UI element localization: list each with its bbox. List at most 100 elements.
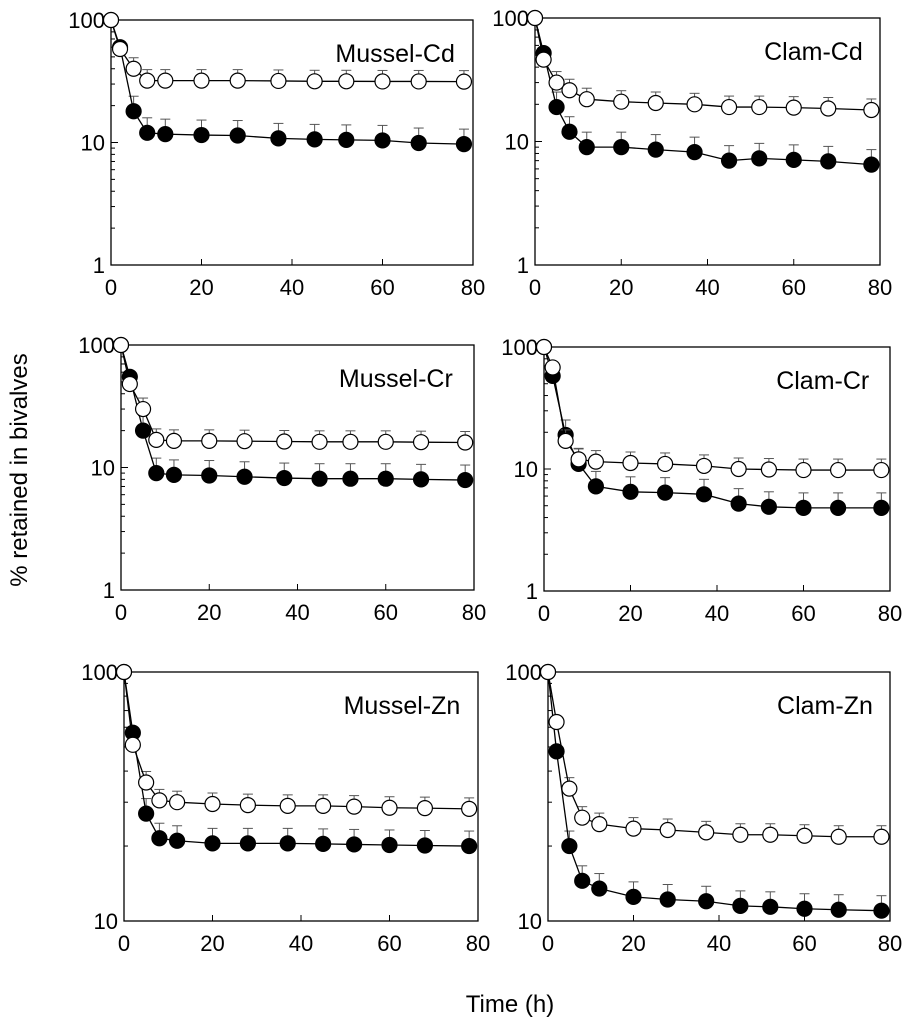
x-tick-label: 60 — [374, 600, 398, 625]
x-tick-label: 0 — [538, 601, 550, 626]
open-circle-point — [695, 457, 713, 475]
open-circle-point — [193, 72, 210, 89]
open-circle-point — [796, 827, 813, 844]
filled-circle-point — [412, 471, 430, 488]
panel-title: Clam-Cd — [764, 38, 863, 66]
open-circle-point — [785, 99, 802, 116]
filled-circle-point — [315, 835, 332, 853]
y-tick-label: 100 — [68, 8, 105, 33]
x-tick-label: 80 — [878, 931, 902, 956]
filled-circle-point — [561, 123, 578, 140]
open-circle-point — [830, 828, 847, 845]
filled-circle-point — [139, 124, 156, 141]
open-circle-point — [416, 800, 433, 817]
open-circle-point — [587, 453, 605, 470]
x-tick-label: 80 — [462, 600, 486, 625]
open-circle-point — [455, 73, 473, 90]
filled-circle-point — [796, 900, 813, 917]
open-circle-point — [236, 433, 253, 450]
open-circle-point — [412, 434, 430, 451]
filled-circle-point — [338, 131, 355, 149]
filled-circle-point — [751, 150, 768, 167]
open-circle-point — [276, 433, 293, 450]
filled-circle-point — [863, 156, 880, 173]
x-tick-label: 80 — [878, 601, 902, 626]
filled-circle-point — [574, 872, 591, 889]
filled-circle-point — [732, 897, 749, 914]
panel-title: Clam-Cr — [776, 367, 869, 395]
filled-circle-point — [457, 471, 474, 489]
chart-panel: 1 10 100 0 20 40 60 80 Mussel-Cd — [68, 8, 485, 300]
open-circle-point — [121, 375, 138, 393]
y-tick-label: 100 — [505, 660, 542, 685]
open-circle-point — [574, 809, 591, 826]
x-tick-label: 40 — [707, 931, 731, 956]
filled-circle-point — [236, 468, 253, 485]
open-circle-point — [622, 454, 639, 472]
open-circle-point — [311, 433, 328, 450]
open-circle-point — [410, 73, 427, 90]
filled-circle-point — [578, 139, 595, 156]
x-tick-label: 0 — [115, 600, 127, 625]
open-circle-point — [570, 451, 587, 468]
filled-circle-point — [342, 470, 359, 487]
open-circle-point — [544, 359, 561, 376]
filled-circle-point — [416, 837, 433, 854]
filled-circle-point — [276, 469, 293, 487]
open-circle-point — [148, 431, 165, 448]
x-tick-label: 60 — [377, 931, 401, 956]
open-circle-point — [270, 72, 287, 90]
y-axis-title: % retained in bivalves — [6, 353, 33, 586]
filled-circle-point — [410, 134, 427, 152]
filled-circle-point — [374, 132, 391, 149]
filled-circle-point — [548, 743, 565, 760]
open-circle-point — [457, 434, 474, 451]
x-tick-label: 40 — [280, 275, 304, 300]
y-tick-label: 10 — [518, 909, 542, 934]
open-circle-point — [873, 828, 890, 845]
open-circle-point — [686, 96, 703, 113]
x-tick-label: 0 — [529, 275, 541, 300]
open-circle-point — [647, 94, 664, 112]
y-tick-label: 100 — [492, 6, 529, 31]
chart-panel: 1 10 100 0 20 40 60 80 Clam-Cd — [492, 6, 892, 300]
filled-circle-point — [760, 498, 778, 515]
filled-circle-point — [125, 103, 142, 120]
filled-circle-point — [148, 465, 165, 482]
open-circle-point — [659, 821, 676, 839]
filled-circle-point — [165, 466, 183, 484]
x-tick-label: 80 — [466, 931, 490, 956]
filled-circle-point — [270, 130, 287, 147]
open-circle-point — [229, 72, 246, 89]
y-tick-label: 1 — [103, 578, 115, 603]
open-circle-point — [561, 82, 578, 99]
open-circle-point — [346, 798, 363, 815]
chart-panel: 1 10 100 0 20 40 60 80 Mussel-Cr — [78, 333, 486, 625]
filled-circle-point — [377, 470, 394, 487]
y-tick-label: 10 — [81, 131, 105, 156]
x-tick-label: 20 — [200, 931, 224, 956]
x-tick-label: 80 — [461, 275, 485, 300]
filled-circle-point — [647, 141, 664, 158]
x-tick-label: 60 — [792, 931, 816, 956]
x-tick-label: 80 — [868, 275, 892, 300]
open-circle-point — [306, 73, 323, 90]
open-circle-point — [561, 780, 578, 797]
y-tick-label: 100 — [501, 335, 538, 360]
open-circle-point — [863, 101, 880, 119]
filled-circle-point — [625, 888, 642, 905]
x-tick-label: 0 — [542, 931, 554, 956]
open-circle-point — [134, 400, 152, 418]
open-circle-point — [204, 795, 221, 813]
open-circle-point — [698, 824, 715, 841]
x-tick-label: 20 — [197, 600, 221, 625]
filled-circle-point — [134, 422, 152, 439]
open-circle-point — [535, 51, 552, 68]
panel-title: Mussel-Cd — [335, 40, 454, 68]
filled-circle-point — [561, 837, 578, 855]
open-circle-point — [829, 461, 847, 479]
filled-circle-point — [306, 131, 323, 148]
series-line-open — [120, 344, 466, 444]
open-circle-point — [720, 98, 738, 116]
